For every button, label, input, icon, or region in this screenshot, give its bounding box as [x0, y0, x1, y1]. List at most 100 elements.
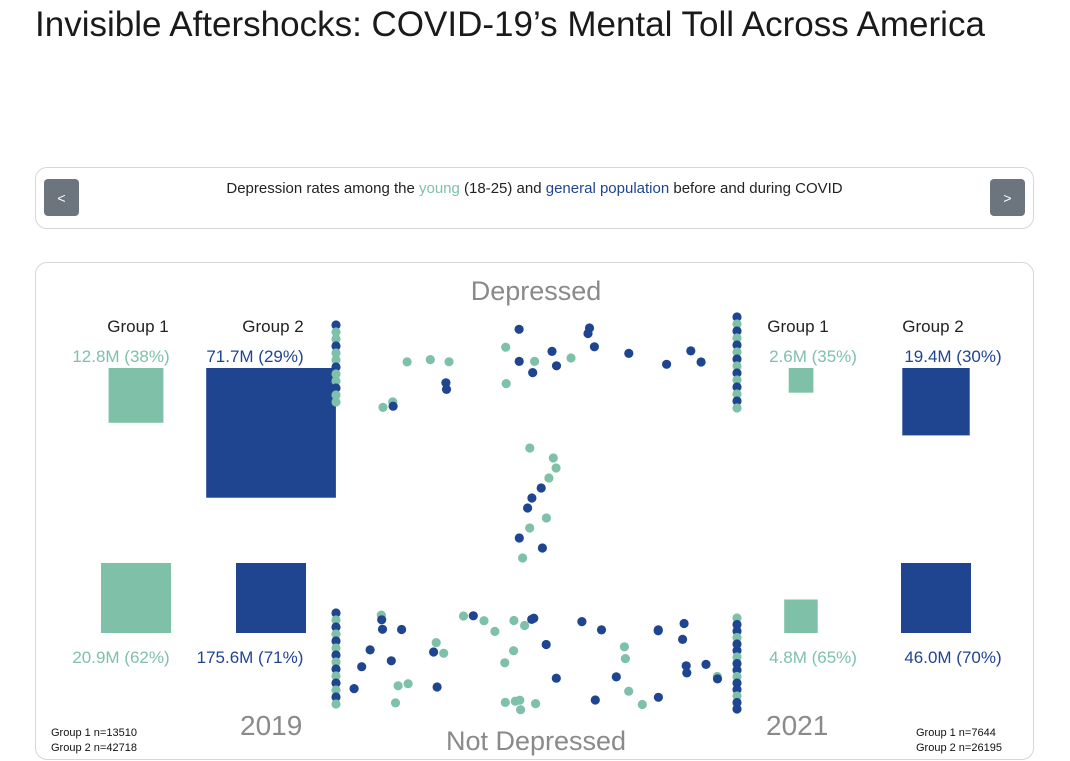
not-depressed-square-2021-group1	[784, 599, 818, 633]
transition-dot	[365, 645, 375, 655]
transition-dot	[500, 658, 510, 668]
transition-dot	[531, 699, 541, 709]
group2-not-depressed-label-2019: 175.6M (71%)	[196, 648, 304, 667]
transition-dot	[732, 639, 742, 649]
group2-header-2019: Group 2	[242, 317, 304, 336]
transition-dot	[589, 342, 600, 352]
transition-dot	[509, 646, 519, 656]
not-depressed-square-2019-group1	[101, 563, 171, 633]
transition-dot	[441, 384, 452, 394]
transition-dot	[331, 685, 341, 695]
transition-dot	[551, 463, 561, 473]
transition-dot	[525, 443, 535, 453]
transition-dot	[551, 361, 562, 371]
transition-dot	[732, 697, 742, 708]
transition-dot	[682, 668, 692, 678]
chart-canvas	[101, 312, 971, 715]
transition-dot	[331, 383, 341, 393]
transition-dot	[514, 356, 524, 366]
transition-dot	[679, 618, 689, 629]
transition-dot	[619, 642, 630, 652]
transition-dot	[429, 647, 439, 657]
transition-dot	[500, 697, 510, 707]
transition-dot	[732, 354, 742, 364]
transition-dot	[349, 684, 359, 694]
transition-dot	[510, 696, 520, 706]
transition-dot	[536, 483, 546, 493]
transition-dot	[377, 615, 387, 625]
depressed-square-2021-group2	[902, 368, 970, 436]
transition-dot	[331, 608, 341, 618]
transition-dot	[732, 368, 742, 378]
transition-dot	[431, 638, 441, 648]
transition-dot	[732, 704, 742, 714]
transition-dot	[732, 626, 742, 636]
not-depressed-axis-label: Not Depressed	[445, 726, 627, 756]
transition-dot	[388, 401, 398, 411]
step-caption: Depression rates among the young (18-25)…	[96, 180, 973, 197]
transition-dot	[501, 342, 511, 352]
transition-dot	[611, 672, 621, 682]
transition-dot	[637, 699, 647, 710]
transition-dot	[686, 346, 696, 356]
transition-dot	[712, 674, 723, 684]
transition-dot	[514, 324, 524, 334]
transition-dot	[525, 523, 535, 533]
transition-dot	[331, 615, 341, 625]
transition-dot	[732, 645, 742, 656]
transition-dot	[732, 671, 742, 682]
transition-dot	[541, 513, 551, 523]
transition-dot	[331, 320, 341, 330]
transition-dot	[732, 613, 742, 623]
transition-dot	[732, 375, 742, 385]
transition-dot	[331, 699, 341, 709]
transition-dot	[468, 611, 478, 621]
transition-dot	[732, 312, 742, 322]
transition-dot	[583, 328, 593, 339]
transition-dot	[331, 692, 341, 702]
transition-dot	[386, 656, 396, 666]
transition-dot	[732, 326, 742, 336]
transition-dot	[331, 622, 341, 632]
group1-count-2019: Group 1 n=13510	[51, 727, 137, 739]
previous-button[interactable]: <	[44, 179, 79, 216]
year-label-2021: 2021	[766, 710, 829, 741]
transition-dot	[331, 650, 341, 660]
transition-dot	[547, 346, 557, 356]
transition-dot	[732, 319, 742, 329]
group1-header-2019: Group 1	[107, 317, 169, 336]
transition-dot	[516, 705, 526, 715]
caption-text-middle: (18-25) and	[459, 180, 546, 197]
transition-dot	[331, 671, 341, 681]
transition-dot	[441, 378, 451, 388]
transition-dot	[678, 634, 688, 644]
next-button[interactable]: >	[990, 179, 1025, 216]
transition-dot	[530, 356, 540, 366]
transition-dot	[732, 619, 742, 630]
transition-dot	[425, 355, 435, 365]
group1-not-depressed-label-2019: 20.9M (62%)	[72, 648, 170, 667]
transition-dot	[566, 353, 576, 363]
transition-dot	[331, 362, 341, 372]
transition-dot	[537, 543, 547, 553]
not-depressed-square-2021-group2	[901, 563, 971, 633]
transition-dot	[501, 379, 511, 389]
transition-dot	[662, 359, 672, 369]
transition-dot	[479, 616, 489, 626]
transition-dot	[331, 376, 341, 386]
transition-dot	[732, 347, 742, 357]
transition-dot	[331, 397, 341, 407]
group1-depressed-label-2019: 12.8M (38%)	[72, 347, 170, 366]
transition-dot	[732, 382, 742, 392]
depressed-square-2019-group2	[206, 368, 336, 498]
transition-dot	[732, 684, 742, 695]
transition-dot	[590, 695, 600, 705]
transition-dot	[390, 698, 401, 708]
transition-dot	[732, 340, 742, 350]
transition-dot	[624, 686, 634, 696]
transition-dot	[732, 652, 742, 662]
year-label-2019: 2019	[240, 710, 303, 741]
transition-dot	[577, 617, 587, 627]
transition-dot	[624, 348, 634, 358]
transition-dot	[331, 369, 341, 379]
